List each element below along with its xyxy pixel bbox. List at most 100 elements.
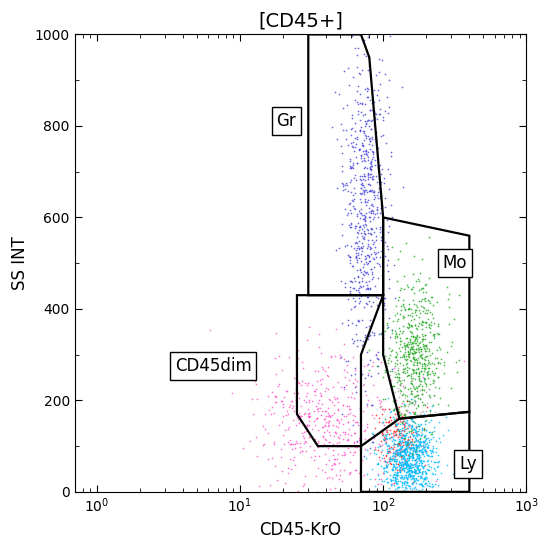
Point <box>419 437 428 446</box>
Point <box>420 480 429 489</box>
Point <box>416 284 425 293</box>
Point <box>305 412 314 421</box>
Point <box>296 412 305 421</box>
Point <box>412 431 421 439</box>
Point <box>417 353 426 361</box>
Point <box>415 438 424 447</box>
Point <box>347 31 356 40</box>
Point <box>389 452 398 460</box>
Point <box>345 199 354 207</box>
Point <box>404 441 413 449</box>
Point <box>403 477 412 486</box>
Point <box>276 453 285 461</box>
Point <box>384 354 393 362</box>
Point <box>405 439 414 448</box>
Point <box>403 406 412 415</box>
Point <box>370 86 378 95</box>
Point <box>412 456 421 465</box>
Point <box>397 409 405 417</box>
Point <box>426 415 435 424</box>
Point <box>390 478 399 487</box>
Point <box>402 438 411 447</box>
Point <box>360 170 368 179</box>
Point <box>403 392 412 400</box>
Point <box>420 317 429 326</box>
Point <box>349 191 358 200</box>
Point <box>388 444 397 453</box>
Point <box>382 430 390 438</box>
Point <box>419 463 427 472</box>
Point <box>352 237 361 246</box>
Point <box>404 454 413 463</box>
Point <box>292 487 301 496</box>
Point <box>333 184 342 192</box>
Point <box>370 424 379 432</box>
Point <box>404 450 413 459</box>
Point <box>406 444 415 453</box>
Point <box>326 353 335 361</box>
Point <box>294 353 303 362</box>
Point <box>422 351 431 360</box>
Point <box>386 444 395 453</box>
Point <box>355 69 364 78</box>
Point <box>355 296 364 305</box>
Point <box>442 460 451 469</box>
Point <box>364 65 373 74</box>
Point <box>366 164 375 173</box>
Point <box>427 366 436 375</box>
Point <box>415 333 424 342</box>
Point <box>258 441 267 450</box>
Point <box>388 419 397 427</box>
Point <box>412 345 421 354</box>
Point <box>392 338 401 346</box>
Point <box>400 306 409 315</box>
Point <box>407 437 416 446</box>
Point <box>342 411 351 420</box>
Point <box>353 258 361 267</box>
Point <box>391 370 400 378</box>
Point <box>390 417 399 426</box>
Point <box>331 484 339 493</box>
Point <box>395 286 404 295</box>
Point <box>392 427 401 436</box>
Point <box>343 315 352 324</box>
Point <box>348 158 357 167</box>
Point <box>430 427 439 436</box>
Point <box>415 446 424 454</box>
Point <box>362 244 371 252</box>
Point <box>327 465 336 474</box>
Point <box>347 111 356 120</box>
Point <box>364 196 372 205</box>
Point <box>407 339 416 348</box>
Point <box>357 198 366 207</box>
Point <box>317 390 326 399</box>
Point <box>412 469 421 478</box>
Point <box>440 361 449 370</box>
Point <box>366 243 375 251</box>
Point <box>392 439 401 448</box>
Point <box>350 291 359 300</box>
Point <box>407 444 416 453</box>
Point <box>396 466 405 475</box>
Point <box>371 210 380 218</box>
Point <box>420 362 429 371</box>
Point <box>411 445 420 454</box>
Point <box>408 463 417 471</box>
Point <box>354 283 363 292</box>
Point <box>292 335 301 344</box>
Point <box>333 487 342 496</box>
Point <box>345 424 354 433</box>
Point <box>364 283 372 292</box>
Point <box>417 478 426 487</box>
Point <box>414 322 422 331</box>
Point <box>405 310 414 319</box>
Point <box>401 433 410 442</box>
Point <box>340 383 349 392</box>
Point <box>347 223 356 232</box>
Point <box>360 197 369 206</box>
Point <box>406 409 415 417</box>
Point <box>396 376 405 385</box>
Point <box>397 427 406 436</box>
Point <box>391 328 400 337</box>
Point <box>387 475 395 484</box>
